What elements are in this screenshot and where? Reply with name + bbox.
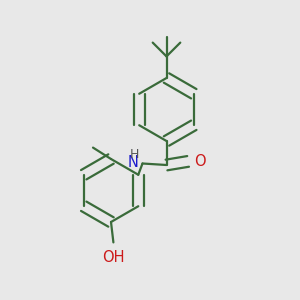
Text: H: H	[130, 148, 139, 161]
Text: O: O	[194, 154, 206, 169]
Text: N: N	[128, 155, 139, 170]
Text: OH: OH	[102, 250, 125, 265]
